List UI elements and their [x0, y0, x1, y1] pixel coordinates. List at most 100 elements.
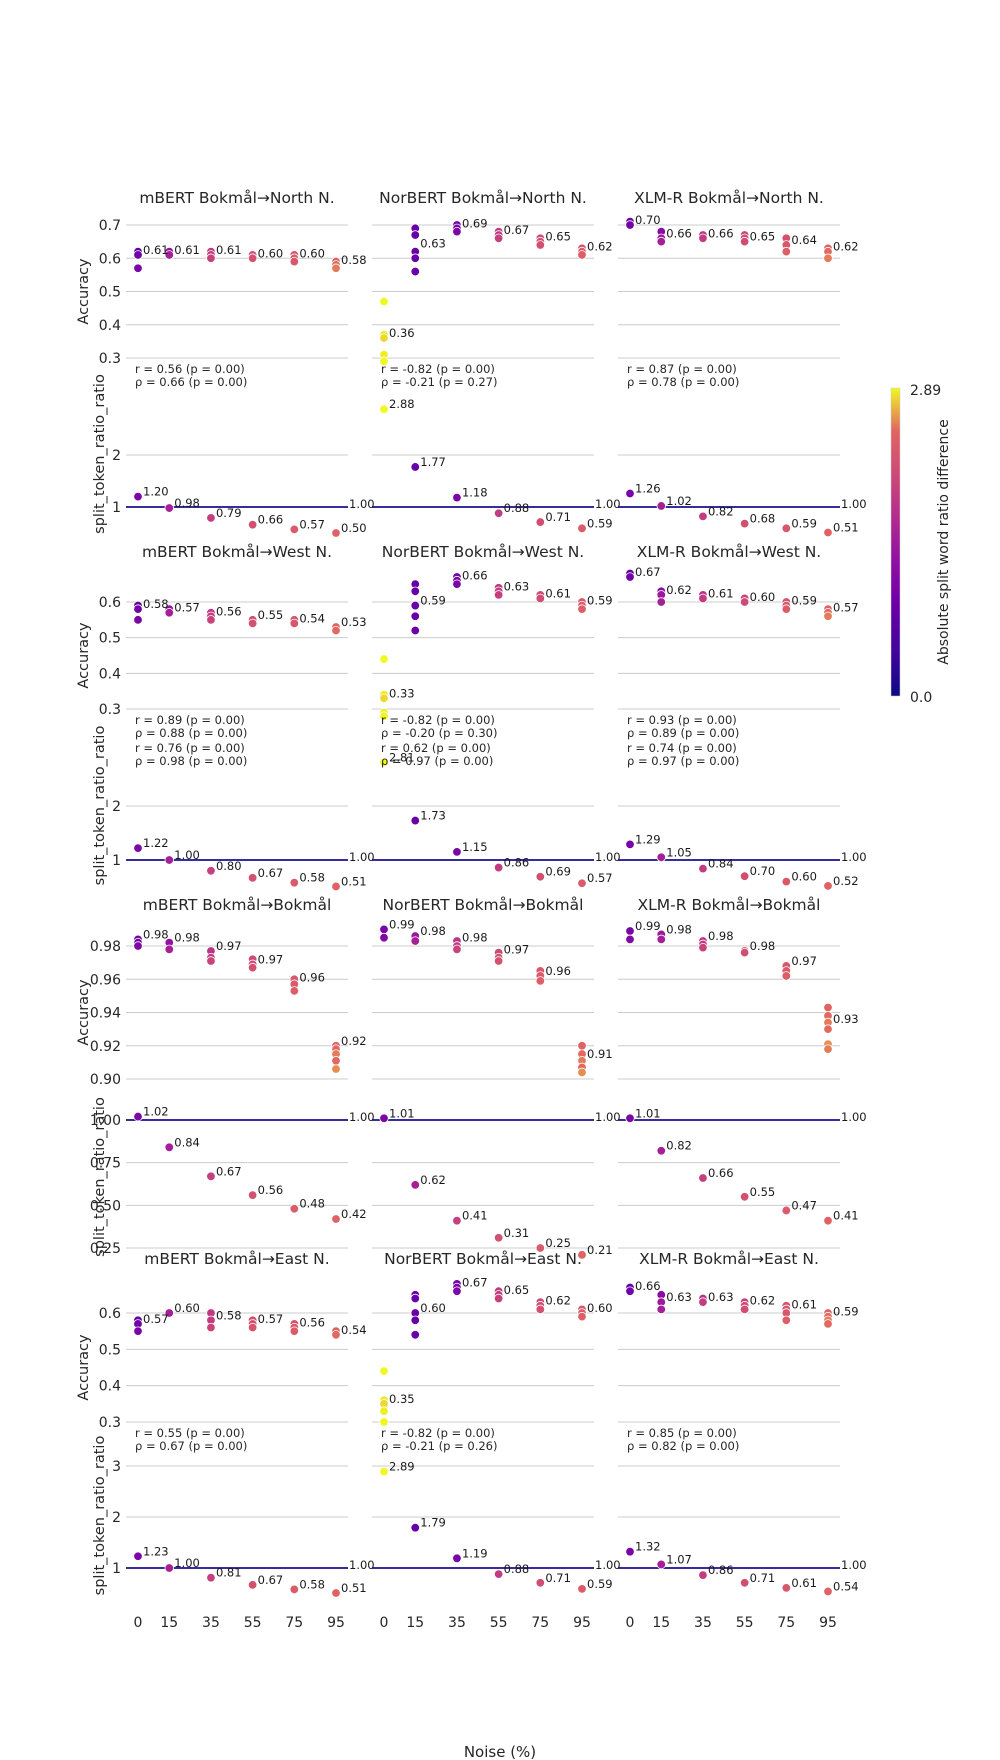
split-point — [656, 501, 666, 511]
accuracy-data-label: 0.67 — [462, 1276, 488, 1290]
accuracy-point — [656, 236, 666, 247]
panel-bokmal-1: 1.00 NorBERT Bokmål→Bokmål 0.99 0.98 0.98 0.9… — [372, 896, 621, 1260]
split-data-label: 0.68 — [750, 512, 776, 526]
accuracy-data-label: 0.96 — [545, 964, 571, 978]
accuracy-point — [379, 924, 389, 935]
accuracy-data-label: 0.99 — [635, 919, 661, 933]
accuracy-data-label: 0.66 — [462, 569, 488, 583]
accuracy-data-label: 0.98 — [462, 931, 488, 945]
accuracy-point — [289, 1326, 300, 1336]
accuracy-data-label: 0.96 — [299, 971, 325, 985]
accuracy-data-label: 0.98 — [143, 927, 169, 941]
split-point — [452, 1553, 462, 1564]
correlation-stat: r = 0.87 (p = 0.00) — [627, 362, 737, 376]
split-point — [247, 519, 258, 530]
accuracy-data-label: 0.57 — [258, 1312, 284, 1326]
accuracy-data-label: 0.36 — [389, 326, 415, 340]
accuracy-data-label: 0.61 — [791, 1297, 817, 1311]
accuracy-data-label: 0.65 — [545, 230, 571, 244]
split-point — [781, 523, 792, 534]
split-data-label: 0.59 — [587, 516, 613, 530]
accuracy-data-label: 0.99 — [389, 917, 415, 931]
accuracy-data-label: 0.60 — [587, 1301, 613, 1315]
split-data-label: 1.77 — [420, 455, 446, 469]
split-point — [452, 847, 462, 857]
accuracy-point — [493, 956, 504, 966]
y-tick-label: 1 — [112, 500, 121, 516]
accuracy-point — [331, 1064, 341, 1074]
split-data-label: 1.19 — [462, 1546, 488, 1560]
split-data-label: 0.66 — [258, 513, 284, 527]
split-point — [410, 1523, 420, 1533]
accuracy-point — [410, 1293, 420, 1304]
y-tick-label: 0.90 — [90, 1072, 121, 1088]
accuracy-point — [133, 1326, 143, 1336]
split-point — [625, 488, 635, 499]
accuracy-point — [133, 263, 143, 273]
accuracy-point — [535, 976, 546, 986]
split-data-label: 0.67 — [258, 1573, 284, 1587]
split-data-label: 0.84 — [174, 1135, 200, 1149]
accuracy-point — [625, 572, 635, 582]
accuracy-data-label: 0.98 — [420, 924, 446, 938]
correlation-stat: ρ = -0.20 (p = 0.30) — [381, 726, 497, 740]
split-data-label: 0.51 — [341, 874, 367, 888]
accuracy-point — [164, 944, 174, 955]
correlation-stat: r = 0.85 (p = 0.00) — [627, 1426, 737, 1440]
y-tick-label: 0.4 — [99, 318, 121, 334]
split-data-label: 1.01 — [389, 1106, 415, 1120]
split-point — [535, 1578, 546, 1588]
accuracy-point — [823, 1002, 833, 1013]
correlation-stat: ρ = -0.21 (p = 0.27) — [381, 375, 497, 389]
x-tick-label: 15 — [406, 1615, 424, 1631]
accuracy-point — [823, 611, 833, 621]
split-point — [493, 1233, 504, 1243]
x-tick-label: 55 — [244, 1615, 262, 1631]
split-data-label: 0.61 — [791, 1576, 817, 1590]
split-data-label: 2.81 — [389, 750, 415, 764]
split-data-label: 0.59 — [587, 1577, 613, 1591]
split-point — [289, 1204, 300, 1214]
accuracy-point — [656, 1304, 666, 1315]
correlation-stat: r = 0.89 (p = 0.00) — [135, 713, 245, 727]
accuracy-point — [452, 1286, 462, 1296]
split-point — [133, 843, 143, 853]
accuracy-point — [133, 941, 143, 951]
split-point — [331, 881, 341, 892]
x-tick-label: 35 — [448, 1615, 466, 1631]
accuracy-point — [289, 986, 300, 996]
accuracy-data-label: 0.69 — [462, 216, 488, 230]
split-data-label: 1.23 — [143, 1544, 169, 1558]
accuracy-point — [781, 246, 792, 257]
panel-bokmal-2: 1.00 XLM-R Bokmål→Bokmål 0.99 0.98 0.98 0.98 0… — [618, 896, 867, 1249]
accuracy-data-label: 0.63 — [666, 1290, 692, 1304]
accuracy-point — [379, 1406, 389, 1416]
split-data-label: 0.67 — [258, 866, 284, 880]
correlation-stat: ρ = 0.88 (p = 0.00) — [135, 726, 247, 740]
facet-row-east: 0.30.40.50.6123Accuracysplit_token_ratio… — [76, 1250, 867, 1631]
accuracy-data-label: 0.60 — [420, 1301, 446, 1315]
split-data-label: 0.81 — [216, 1566, 242, 1580]
panel-title: NorBERT Bokmål→West N. — [382, 543, 584, 561]
accuracy-point — [577, 1311, 587, 1322]
split-point — [535, 872, 546, 882]
split-data-label: 0.60 — [791, 870, 817, 884]
correlation-stat: ρ = 0.98 (p = 0.00) — [135, 754, 247, 768]
accuracy-data-label: 0.97 — [791, 954, 817, 968]
split-point — [289, 877, 300, 888]
y-tick-label: 0.3 — [99, 351, 121, 367]
split-data-label: 0.59 — [791, 516, 817, 530]
panel-title: XLM-R Bokmål→West N. — [637, 543, 821, 561]
y-axis-label-accuracy: Accuracy — [76, 622, 92, 689]
accuracy-point — [781, 1315, 792, 1325]
correlation-stat: ρ = 0.78 (p = 0.00) — [627, 375, 739, 389]
accuracy-point — [289, 256, 300, 267]
reference-line-label: 1.00 — [841, 850, 867, 864]
accuracy-point — [410, 1330, 420, 1340]
accuracy-data-label: 0.61 — [545, 586, 571, 600]
split-data-label: 0.51 — [833, 520, 859, 534]
accuracy-data-label: 0.62 — [587, 240, 613, 254]
split-point — [289, 524, 300, 535]
panel-title: XLM-R Bokmål→Bokmål — [638, 896, 821, 914]
